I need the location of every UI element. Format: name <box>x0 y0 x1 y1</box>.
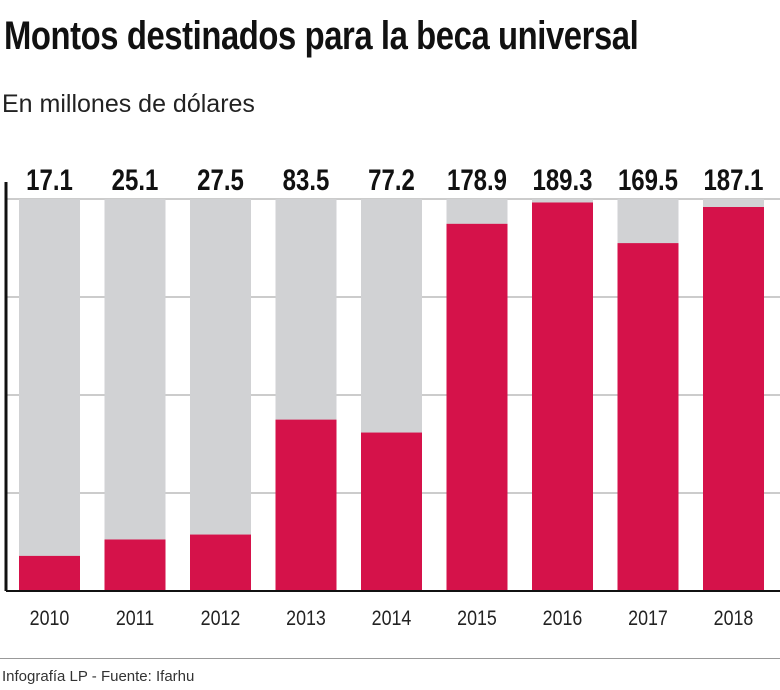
footer-divider <box>0 658 780 659</box>
bar-2015 <box>446 223 508 592</box>
bar-2016 <box>532 202 593 591</box>
footer-credit: Infografía LP - Fuente: Ifarhu <box>2 668 195 685</box>
x-tick-label: 2011 <box>116 607 154 631</box>
x-tick-label: 2010 <box>30 607 70 631</box>
bar-2010 <box>19 555 80 591</box>
bar-2012 <box>190 534 251 591</box>
bar-background <box>19 199 80 591</box>
x-tick-label: 2012 <box>201 607 241 631</box>
value-label: 187.1 <box>703 162 763 196</box>
bar-background <box>104 199 166 591</box>
value-label: 27.5 <box>197 162 244 196</box>
bar-chart: 17.1 2010 25.1 2011 27.5 2012 83.5 2013 77.2 2014… <box>4 162 780 631</box>
value-label: 169.5 <box>618 162 678 196</box>
bar-2017 <box>617 243 679 591</box>
x-tick-label: 2013 <box>286 607 326 631</box>
bar-background <box>190 199 251 591</box>
bar-2011 <box>104 539 166 591</box>
bar-2013 <box>275 419 337 591</box>
value-label: 178.9 <box>447 162 507 196</box>
value-label: 25.1 <box>112 162 159 196</box>
x-tick-label: 2017 <box>628 607 668 631</box>
chart-subtitle: En millones de dólares <box>2 90 255 118</box>
value-label: 83.5 <box>283 162 330 196</box>
x-tick-label: 2018 <box>714 607 754 631</box>
chart-title: Montos destinados para la beca universal <box>4 14 639 58</box>
x-tick-label: 2014 <box>372 607 412 631</box>
bar-2014 <box>361 432 422 591</box>
value-label: 77.2 <box>368 162 415 196</box>
value-label: 17.1 <box>26 162 73 196</box>
bar-2018 <box>703 207 764 591</box>
x-tick-label: 2015 <box>457 607 497 631</box>
value-label: 189.3 <box>532 162 592 196</box>
x-tick-label: 2016 <box>543 607 583 631</box>
